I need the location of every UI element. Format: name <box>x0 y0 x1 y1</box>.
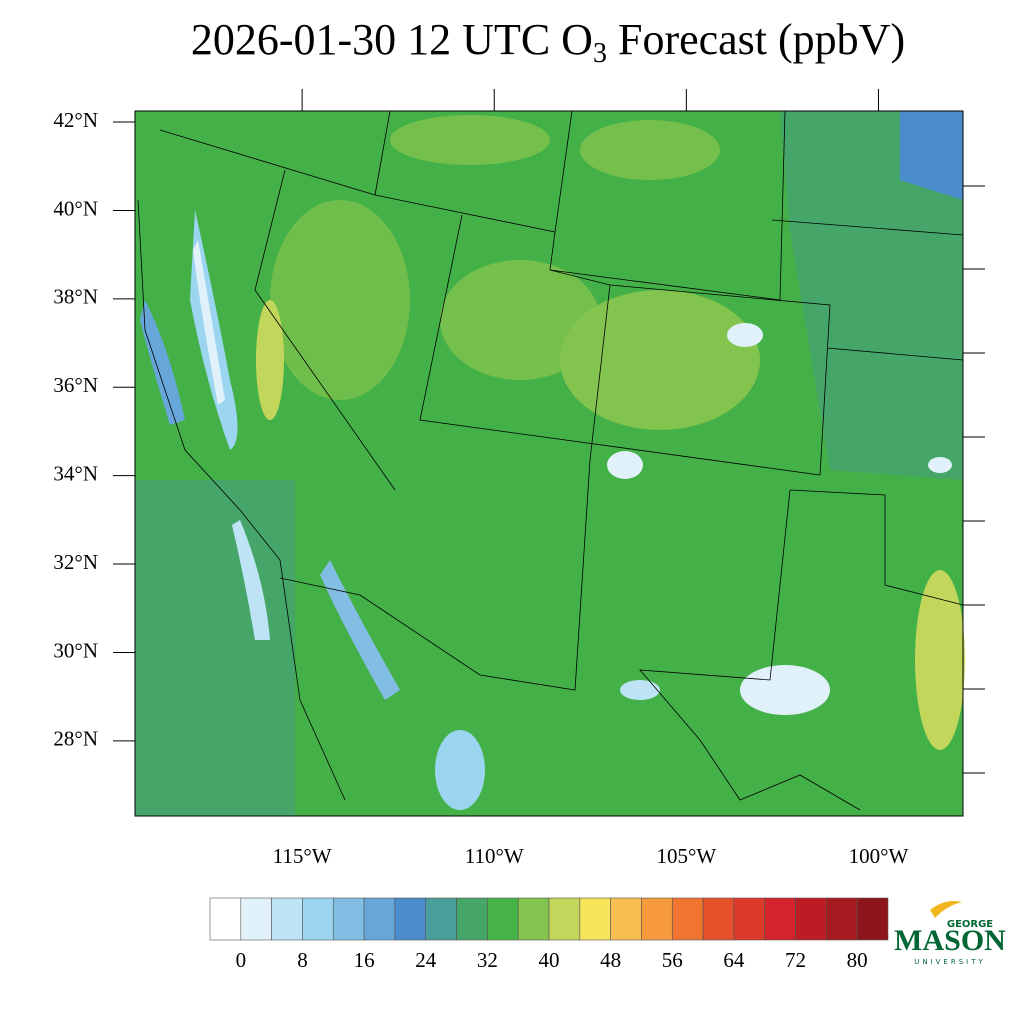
colorbar-box <box>641 897 673 941</box>
borders <box>137 110 964 811</box>
colorbar-label: 48 <box>600 948 621 972</box>
colorbar-box <box>548 897 581 941</box>
colorbar-box <box>733 897 766 941</box>
title-subscript: 3 <box>593 38 607 69</box>
y-tick-label: 40°N <box>53 196 98 220</box>
colorbar-label: 24 <box>415 948 437 972</box>
title-text: 2026-01-30 12 UTC O <box>191 15 593 64</box>
colorbar-box <box>826 897 858 941</box>
title-suffix: Forecast (ppbV) <box>607 15 905 64</box>
colorbar-box <box>425 897 457 941</box>
colorbar-box <box>487 897 519 941</box>
y-tick-label: 32°N <box>53 550 98 574</box>
logo-bottom: UNIVERSITY <box>914 958 986 966</box>
colorbar-box <box>302 897 334 941</box>
colorbar-box <box>764 897 796 941</box>
colorbar-box <box>517 897 550 941</box>
logo-top: GEORGE <box>947 919 993 930</box>
y-tick-label: 36°N <box>53 373 98 397</box>
colorbar-box <box>856 897 889 941</box>
colorbar-box <box>394 897 427 941</box>
colorbar-label: 56 <box>662 948 683 972</box>
x-tick-label: 115°W <box>273 844 332 868</box>
y-tick-label: 38°N <box>53 285 98 309</box>
y-tick-label: 34°N <box>53 461 98 485</box>
x-tick-label: 110°W <box>465 844 524 868</box>
map-frame <box>134 110 964 817</box>
colorbar-label: 0 <box>236 948 247 972</box>
x-tick-label: 100°W <box>849 844 909 868</box>
colorbar-box <box>456 897 488 941</box>
colorbar-box <box>702 897 735 941</box>
y-tick-label: 28°N <box>53 727 98 751</box>
right-ticks <box>963 185 985 774</box>
logo-name: MASON <box>894 924 1006 957</box>
colorbar-label: 8 <box>297 948 308 972</box>
colorbar-box <box>332 897 365 941</box>
logo: GEORGE MASON UNIVERSITY <box>894 901 1006 966</box>
colorbar-label: 72 <box>785 948 806 972</box>
colorbar-label: 40 <box>539 948 560 972</box>
x-tick-label: 105°W <box>657 844 717 868</box>
colorbar-label: 64 <box>723 948 745 972</box>
map-field <box>135 111 965 816</box>
colorbar-box <box>671 897 704 941</box>
y-tick-label: 42°N <box>53 108 98 132</box>
y-tick-label: 30°N <box>53 638 98 662</box>
colorbar-box <box>363 897 396 941</box>
colorbar-box <box>240 897 272 941</box>
colorbar-box <box>209 897 242 941</box>
colorbar-label: 16 <box>354 948 375 972</box>
colorbar-box <box>579 897 611 941</box>
colorbar-box <box>795 897 827 941</box>
title: 2026-01-30 12 UTC O3 Forecast (ppbV) <box>191 15 905 69</box>
colorbar-label: 80 <box>847 948 868 972</box>
colorbar-box <box>271 897 303 941</box>
colorbar-label: 32 <box>477 948 498 972</box>
colorbar-box <box>610 897 642 941</box>
